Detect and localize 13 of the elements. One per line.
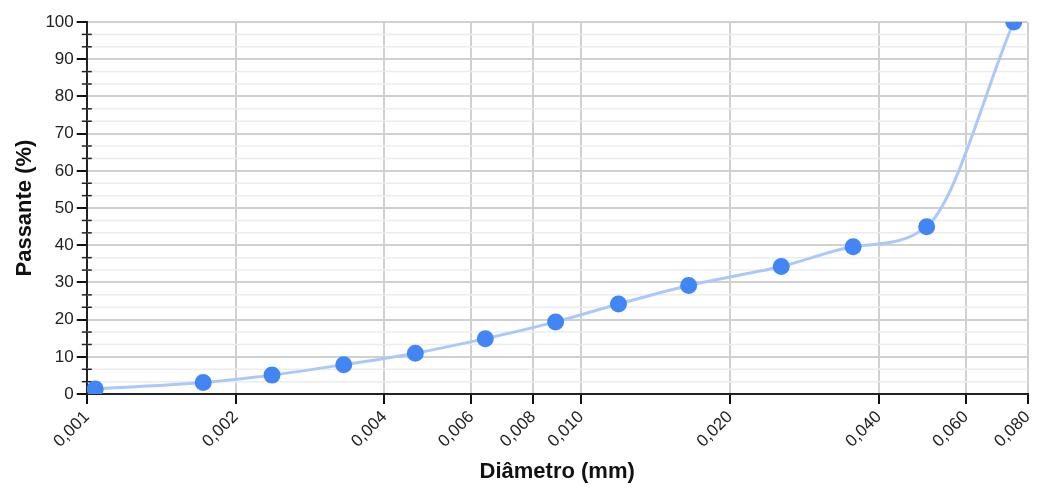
y-axis-title: Passante (%) [11,139,37,277]
y-tick-label: 80 [54,86,74,106]
y-tick-label: 70 [54,123,74,143]
y-tick-label: 90 [54,48,74,68]
y-tick-label: 50 [54,197,74,217]
y-tick-label: 60 [54,160,74,180]
y-tick-label: 30 [54,272,74,292]
y-tick-label: 0 [64,383,74,403]
y-tick-label: 40 [54,234,74,254]
y-tick-label: 100 [45,11,74,31]
x-axis-title: Diâmetro (mm) [479,457,635,483]
y-tick-label: 20 [54,309,74,329]
y-tick-label: 10 [54,346,74,366]
